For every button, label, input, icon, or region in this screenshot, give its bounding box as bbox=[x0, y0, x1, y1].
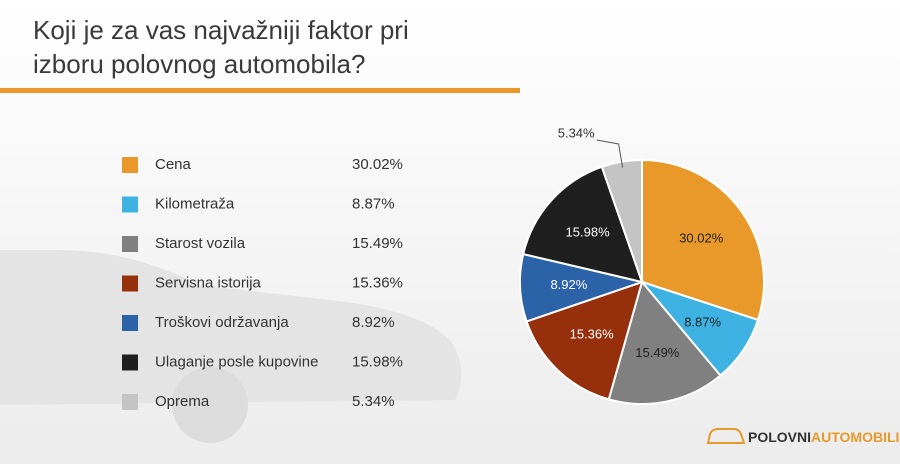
legend-value: 15.98% bbox=[352, 353, 403, 370]
slice-label: 8.92% bbox=[550, 277, 587, 292]
legend-swatch bbox=[122, 196, 138, 213]
slice-label: 15.36% bbox=[570, 327, 615, 342]
logo-part: POLOVNI bbox=[748, 429, 811, 445]
title-underline bbox=[0, 88, 520, 93]
title-line: Koji je za vas najvažniji faktor pri bbox=[33, 15, 409, 45]
logo: POLOVNIAUTOMOBILI bbox=[706, 428, 899, 445]
logo-part: AUTOMOBILI bbox=[811, 429, 899, 445]
legend-value: 30.02% bbox=[352, 156, 403, 173]
legend-label: Troškovi održavanja bbox=[155, 314, 289, 331]
pie-slice bbox=[522, 165, 644, 284]
legend-value: 8.92% bbox=[352, 314, 395, 331]
slice-label: 8.87% bbox=[684, 314, 721, 329]
slice-label: 15.98% bbox=[566, 224, 611, 239]
car-silhouette bbox=[0, 250, 462, 405]
legend-swatch bbox=[122, 394, 138, 410]
slice-label: 5.34% bbox=[558, 125, 595, 140]
legend-value: 5.34% bbox=[352, 393, 395, 410]
legend-swatch bbox=[122, 275, 138, 292]
chart-title: Koji je za vas najvažniji faktor pri izbo… bbox=[33, 15, 409, 79]
pie-slice bbox=[525, 280, 644, 401]
legend-label: Starost vozila bbox=[155, 235, 246, 252]
legend-value: 8.87% bbox=[352, 195, 395, 212]
legend-swatch bbox=[122, 354, 138, 371]
pie-slice bbox=[641, 158, 765, 322]
logo-text: POLOVNIAUTOMOBILI bbox=[748, 429, 899, 445]
legend-swatch bbox=[122, 236, 138, 252]
pie-slice bbox=[607, 279, 722, 405]
legend-label: Ulaganje posle kupovine bbox=[155, 353, 318, 370]
legend-swatch bbox=[122, 315, 138, 331]
logo-icon bbox=[706, 428, 746, 444]
car-wheel bbox=[172, 367, 248, 443]
legend-label: Servisna istorija bbox=[155, 274, 262, 291]
leader-line bbox=[596, 139, 624, 168]
legend-swatch bbox=[122, 157, 138, 173]
slice-label: 15.49% bbox=[635, 345, 680, 360]
legend-value: 15.36% bbox=[352, 274, 403, 291]
legend-value: 15.49% bbox=[352, 235, 403, 252]
title-line: izboru polovnog automobila? bbox=[33, 49, 365, 79]
legend-label: Cena bbox=[155, 156, 192, 173]
slice-label: 30.02% bbox=[679, 230, 724, 245]
legend-label: Oprema bbox=[155, 393, 210, 410]
legend-label: Kilometraža bbox=[155, 195, 235, 212]
